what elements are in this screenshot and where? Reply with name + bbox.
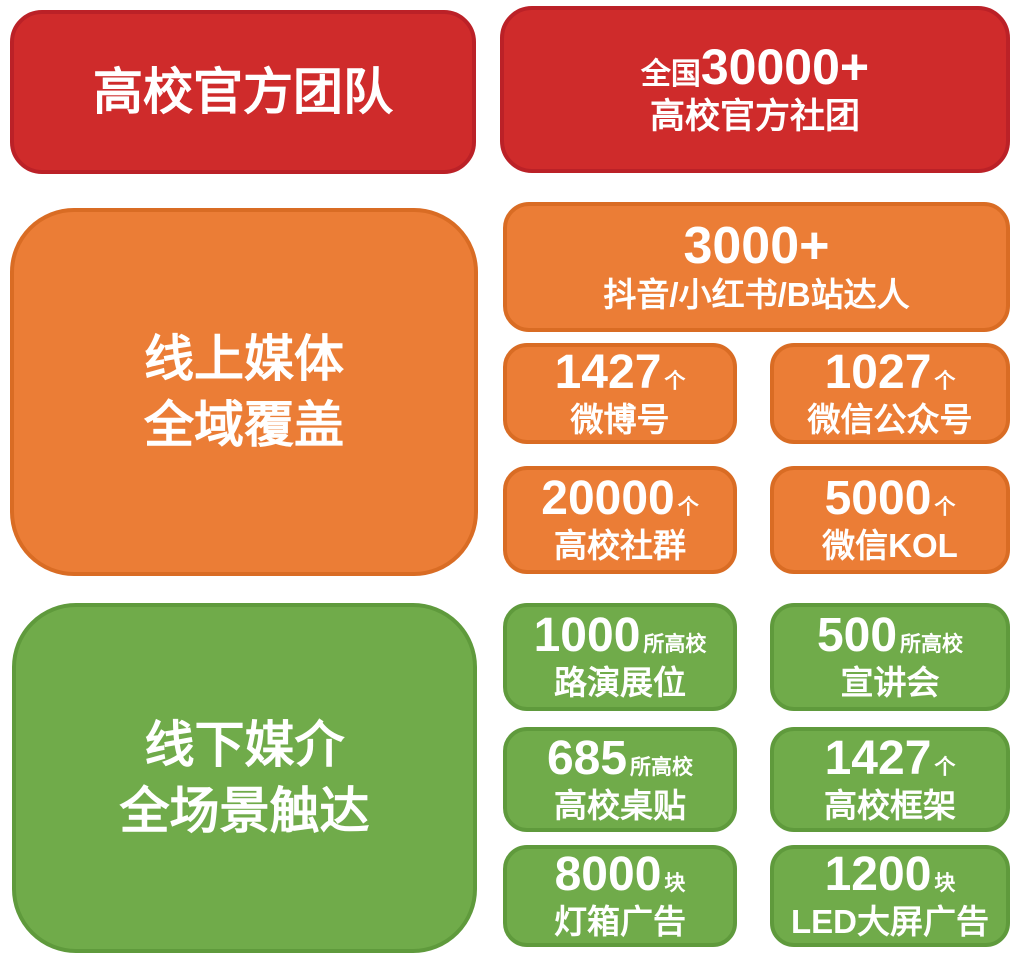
stat-label: 微博号 — [570, 400, 670, 438]
stat-unit: 个 — [934, 496, 956, 520]
stat-number: 20000 — [541, 472, 675, 526]
stat-unit: 个 — [677, 496, 699, 520]
stat-number-line: 1027 个 — [824, 345, 956, 399]
stat-number: 500 — [816, 609, 898, 663]
team-stat-card: 全国30000+ 高校官方社团 — [500, 6, 1010, 173]
stat-number: 8000 — [554, 848, 662, 902]
stat-number: 1427 — [824, 731, 932, 785]
stat-number-line: 1200 块 — [825, 851, 956, 899]
stat-label: 灯箱广告 — [554, 903, 686, 941]
stat-label: LED大屏广告 — [791, 903, 989, 941]
online-wide-number: 3000+ — [683, 217, 830, 276]
team-stat-number: 30000+ — [700, 38, 870, 95]
stat-number-line: 5000 个 — [825, 475, 956, 523]
stat-number-line: 20000 个 — [541, 475, 698, 523]
stat-card-wechat-official: 1027 个 微信公众号 — [770, 343, 1010, 444]
stat-number-line: 8000 块 — [555, 851, 686, 899]
team-header-card: 高校官方团队 — [10, 10, 476, 174]
stat-card-campus-groups: 20000 个 高校社群 — [503, 466, 737, 574]
stat-card-weibo: 1427 个 微博号 — [503, 343, 737, 444]
offline-title-line1: 线下媒介 — [144, 717, 345, 773]
online-wide-stat-card: 3000+ 抖音/小红书/B站达人 — [503, 202, 1010, 332]
stat-label: 高校社群 — [554, 527, 686, 565]
stat-card-led-ads: 1200 块 LED大屏广告 — [770, 845, 1010, 947]
stat-number: 1000 — [533, 609, 641, 663]
stat-label: 路演展位 — [554, 664, 686, 702]
stat-unit: 所高校 — [630, 755, 694, 779]
stat-unit: 块 — [934, 872, 956, 896]
stat-unit: 个 — [934, 369, 956, 393]
stat-label: 宣讲会 — [840, 664, 940, 702]
stat-number: 1200 — [824, 848, 932, 902]
stat-unit: 个 — [664, 369, 686, 393]
team-stat-label: 高校官方社团 — [649, 96, 860, 136]
stat-number: 1027 — [824, 345, 932, 399]
online-wide-label: 抖音/小红书/B站达人 — [603, 276, 910, 314]
stat-unit: 所高校 — [900, 633, 964, 657]
stat-number-line: 1000 所高校 — [534, 612, 707, 660]
team-stat-number-line: 全国30000+ — [641, 42, 869, 92]
stat-number: 685 — [546, 731, 628, 785]
stat-card-lightbox-ads: 8000 块 灯箱广告 — [503, 845, 737, 947]
stat-number-line: 500 所高校 — [817, 612, 963, 660]
stat-number: 1427 — [554, 345, 662, 399]
stat-number-line: 685 所高校 — [546, 731, 694, 785]
stat-label: 微信公众号 — [807, 400, 973, 438]
stat-unit: 所高校 — [643, 633, 707, 657]
stat-unit: 个 — [934, 755, 956, 779]
online-title-line2: 全域覆盖 — [144, 397, 344, 453]
stat-card-campus-frames: 1427 个 高校框架 — [770, 727, 1010, 832]
stat-card-wechat-kol: 5000 个 微信KOL — [770, 466, 1010, 574]
stat-label: 微信KOL — [822, 527, 958, 565]
team-stat-prefix: 全国 — [640, 57, 701, 91]
offline-header-card: 线下媒介 全场景触达 — [12, 603, 477, 953]
team-title: 高校官方团队 — [93, 63, 393, 120]
online-header-card: 线上媒体 全域覆盖 — [10, 208, 478, 576]
offline-title-line2: 全场景触达 — [119, 783, 370, 839]
stat-card-info-sessions: 500 所高校 宣讲会 — [770, 603, 1010, 711]
stat-label: 高校框架 — [824, 786, 956, 824]
stat-number-line: 1427 个 — [824, 731, 956, 785]
online-title-line1: 线上媒体 — [144, 331, 344, 387]
stat-unit: 块 — [664, 872, 686, 896]
stat-card-roadshow: 1000 所高校 路演展位 — [503, 603, 737, 711]
stat-label: 高校桌贴 — [554, 786, 686, 824]
stat-number: 5000 — [824, 472, 932, 526]
stat-number-line: 1427 个 — [554, 345, 686, 399]
stat-card-desk-stickers: 685 所高校 高校桌贴 — [503, 727, 737, 832]
